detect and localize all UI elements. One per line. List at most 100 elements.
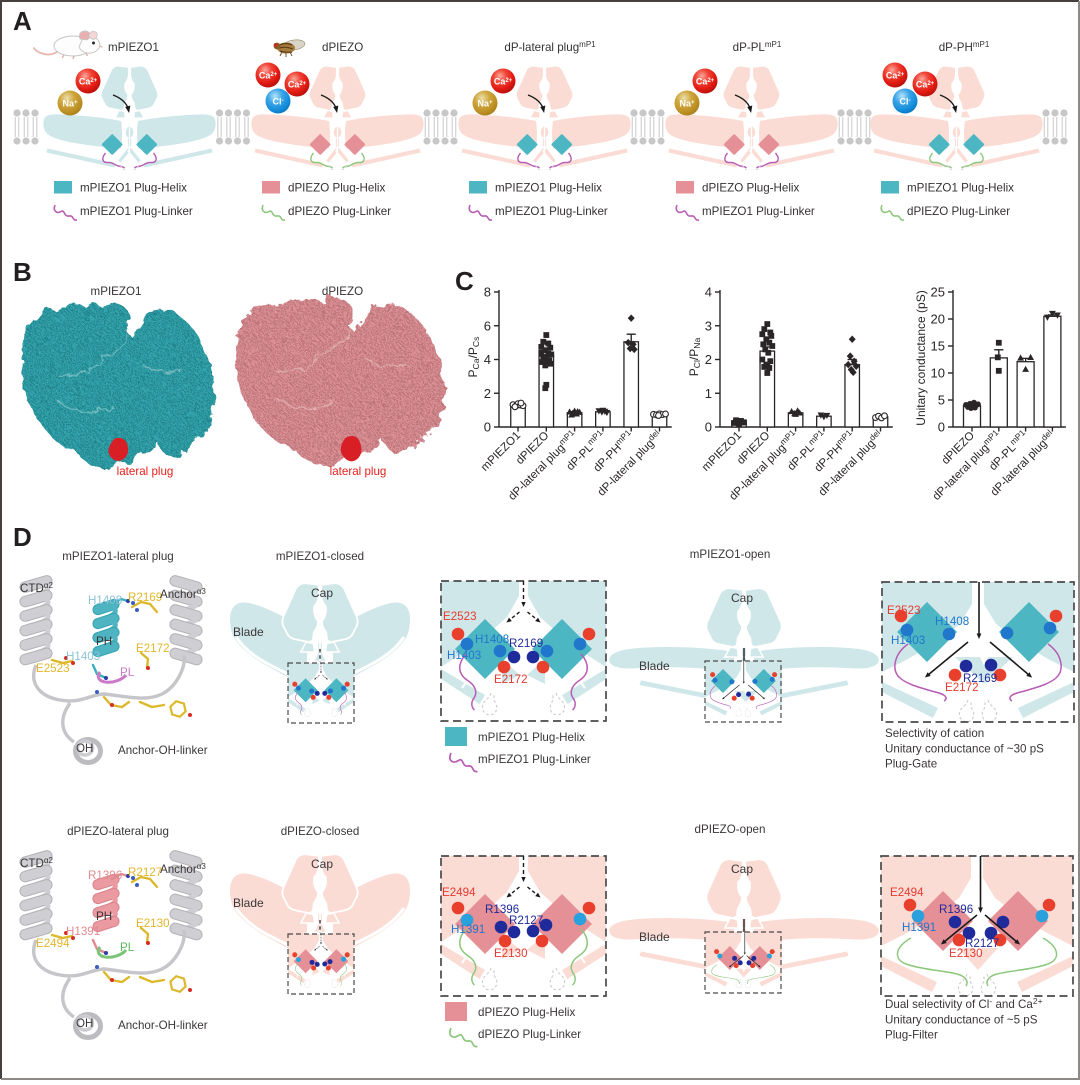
svg-text:Anchor-OH-linker: Anchor-OH-linker [118, 1019, 208, 1032]
svg-text:R2127: R2127 [965, 937, 999, 950]
svg-text:H1391: H1391 [451, 923, 485, 936]
svg-text:Unitary conductance of ~30 pS: Unitary conductance of ~30 pS [885, 742, 1044, 755]
svg-text:lateral plug: lateral plug [330, 465, 387, 478]
svg-text:3: 3 [705, 318, 712, 333]
svg-text:H1408: H1408 [88, 594, 122, 607]
svg-text:dPIEZO-closed: dPIEZO-closed [281, 825, 360, 838]
svg-text:4: 4 [705, 285, 712, 300]
svg-text:mPIEZO1: mPIEZO1 [91, 285, 142, 298]
svg-text:H1403: H1403 [66, 650, 100, 663]
svg-text:mPIEZO1 Plug-Linker: mPIEZO1 Plug-Linker [478, 753, 591, 766]
svg-text:mPIEZO1 Plug-Linker: mPIEZO1 Plug-Linker [495, 205, 608, 218]
svg-text:R1396: R1396 [485, 903, 519, 916]
svg-text:5: 5 [938, 393, 945, 408]
svg-text:R1396: R1396 [939, 903, 973, 916]
svg-text:dP-lateral plugmP1: dP-lateral plugmP1 [504, 40, 596, 54]
svg-text:E2172: E2172 [494, 673, 528, 686]
svg-text:dPIEZO Plug-Helix: dPIEZO Plug-Helix [478, 1006, 575, 1019]
svg-text:H1403: H1403 [891, 634, 925, 647]
svg-text:6: 6 [484, 318, 491, 333]
svg-text:mPIEZO1 Plug-Helix: mPIEZO1 Plug-Helix [907, 182, 1014, 195]
svg-text:Cap: Cap [311, 586, 333, 600]
svg-text:10: 10 [931, 366, 945, 381]
svg-text:dPIEZO: dPIEZO [322, 285, 363, 298]
svg-text:R2127: R2127 [509, 914, 543, 927]
svg-text:mPIEZO1-closed: mPIEZO1-closed [276, 550, 364, 563]
svg-text:E2523: E2523 [36, 662, 70, 675]
svg-text:dPIEZO Plug-Linker: dPIEZO Plug-Linker [907, 205, 1010, 218]
svg-text:C: C [455, 266, 474, 296]
svg-text:15: 15 [931, 339, 945, 354]
svg-text:Selectivity of cation: Selectivity of cation [885, 727, 984, 740]
svg-text:Blade: Blade [233, 625, 264, 639]
svg-text:D: D [13, 522, 32, 552]
svg-text:Dual selectivity of Cl- and Ca: Dual selectivity of Cl- and Ca2+ [885, 996, 1043, 1011]
svg-text:Cap: Cap [731, 862, 753, 876]
svg-text:mPIEZO1: mPIEZO1 [108, 41, 159, 54]
svg-text:PCl/PNa: PCl/PNa [687, 338, 702, 377]
svg-text:0: 0 [938, 420, 945, 435]
svg-text:E2130: E2130 [949, 947, 983, 960]
svg-text:dPIEZO: dPIEZO [322, 41, 363, 54]
svg-text:A: A [13, 6, 32, 36]
svg-text:H1408: H1408 [935, 615, 969, 628]
svg-text:dPIEZO Plug-Helix: dPIEZO Plug-Helix [702, 182, 799, 195]
svg-text:mPIEZO1 Plug-Helix: mPIEZO1 Plug-Helix [478, 731, 585, 744]
svg-text:8: 8 [484, 285, 491, 300]
svg-text:Unitary conductance of ~5 pS: Unitary conductance of ~5 pS [885, 1013, 1038, 1026]
svg-text:H1408: H1408 [475, 633, 509, 646]
svg-text:E2494: E2494 [36, 937, 70, 950]
svg-text:E2494: E2494 [442, 886, 476, 899]
svg-text:PH: PH [96, 635, 112, 648]
svg-text:H1403: H1403 [447, 649, 481, 662]
svg-text:E2172: E2172 [945, 681, 979, 694]
svg-text:Blade: Blade [639, 659, 670, 673]
svg-text:B: B [13, 257, 32, 287]
svg-text:dPIEZO Plug-Linker: dPIEZO Plug-Linker [478, 1028, 581, 1041]
svg-text:Anchorα3: Anchorα3 [160, 862, 206, 876]
svg-text:H1391: H1391 [66, 925, 100, 938]
svg-text:Cap: Cap [311, 857, 333, 871]
svg-text:R1396: R1396 [88, 869, 122, 882]
svg-text:2: 2 [705, 352, 712, 367]
svg-text:E2172: E2172 [136, 642, 170, 655]
svg-text:mPIEZO1 Plug-Linker: mPIEZO1 Plug-Linker [80, 205, 193, 218]
svg-text:E2130: E2130 [136, 917, 170, 930]
svg-text:R2169: R2169 [963, 672, 997, 685]
svg-text:R2127: R2127 [128, 866, 162, 879]
svg-text:OH: OH [76, 1017, 93, 1030]
svg-text:2: 2 [484, 386, 491, 401]
svg-text:Plug-Filter: Plug-Filter [885, 1029, 938, 1042]
svg-text:dPIEZO Plug-Linker: dPIEZO Plug-Linker [288, 205, 391, 218]
svg-text:mPIEZO1 Plug-Helix: mPIEZO1 Plug-Helix [495, 182, 602, 195]
svg-text:PH: PH [96, 910, 112, 923]
svg-text:PCa/PCs: PCa/PCs [466, 337, 481, 378]
svg-text:mPIEZO1 Plug-Linker: mPIEZO1 Plug-Linker [702, 205, 815, 218]
svg-text:dPIEZO-open: dPIEZO-open [695, 823, 766, 836]
svg-text:Unitary conductance (pS): Unitary conductance (pS) [914, 290, 928, 425]
svg-text:OH: OH [76, 742, 93, 755]
svg-text:Anchor-OH-linker: Anchor-OH-linker [118, 744, 208, 757]
svg-text:R2169: R2169 [509, 637, 543, 650]
svg-text:PL: PL [120, 666, 135, 679]
svg-text:mPIEZO1-open: mPIEZO1-open [690, 548, 771, 561]
svg-text:20: 20 [931, 312, 945, 327]
svg-text:Cap: Cap [731, 591, 753, 605]
svg-text:PL: PL [120, 941, 135, 954]
svg-text:lateral plug: lateral plug [117, 465, 174, 478]
svg-text:E2130: E2130 [494, 947, 528, 960]
svg-text:Blade: Blade [233, 896, 264, 910]
svg-text:mPIEZO1-lateral plug: mPIEZO1-lateral plug [62, 550, 173, 563]
svg-text:mPIEZO1 Plug-Helix: mPIEZO1 Plug-Helix [80, 182, 187, 195]
svg-text:R2169: R2169 [128, 591, 162, 604]
svg-text:0: 0 [705, 420, 712, 435]
svg-text:dPIEZO-lateral plug: dPIEZO-lateral plug [67, 825, 169, 838]
svg-text:1: 1 [705, 386, 712, 401]
svg-text:4: 4 [484, 352, 491, 367]
svg-text:H1391: H1391 [902, 921, 936, 934]
svg-text:Plug-Gate: Plug-Gate [885, 758, 937, 771]
svg-text:Anchorα3: Anchorα3 [160, 587, 206, 601]
svg-text:E2494: E2494 [890, 886, 924, 899]
svg-text:E2523: E2523 [887, 604, 921, 617]
svg-text:Blade: Blade [639, 930, 670, 944]
